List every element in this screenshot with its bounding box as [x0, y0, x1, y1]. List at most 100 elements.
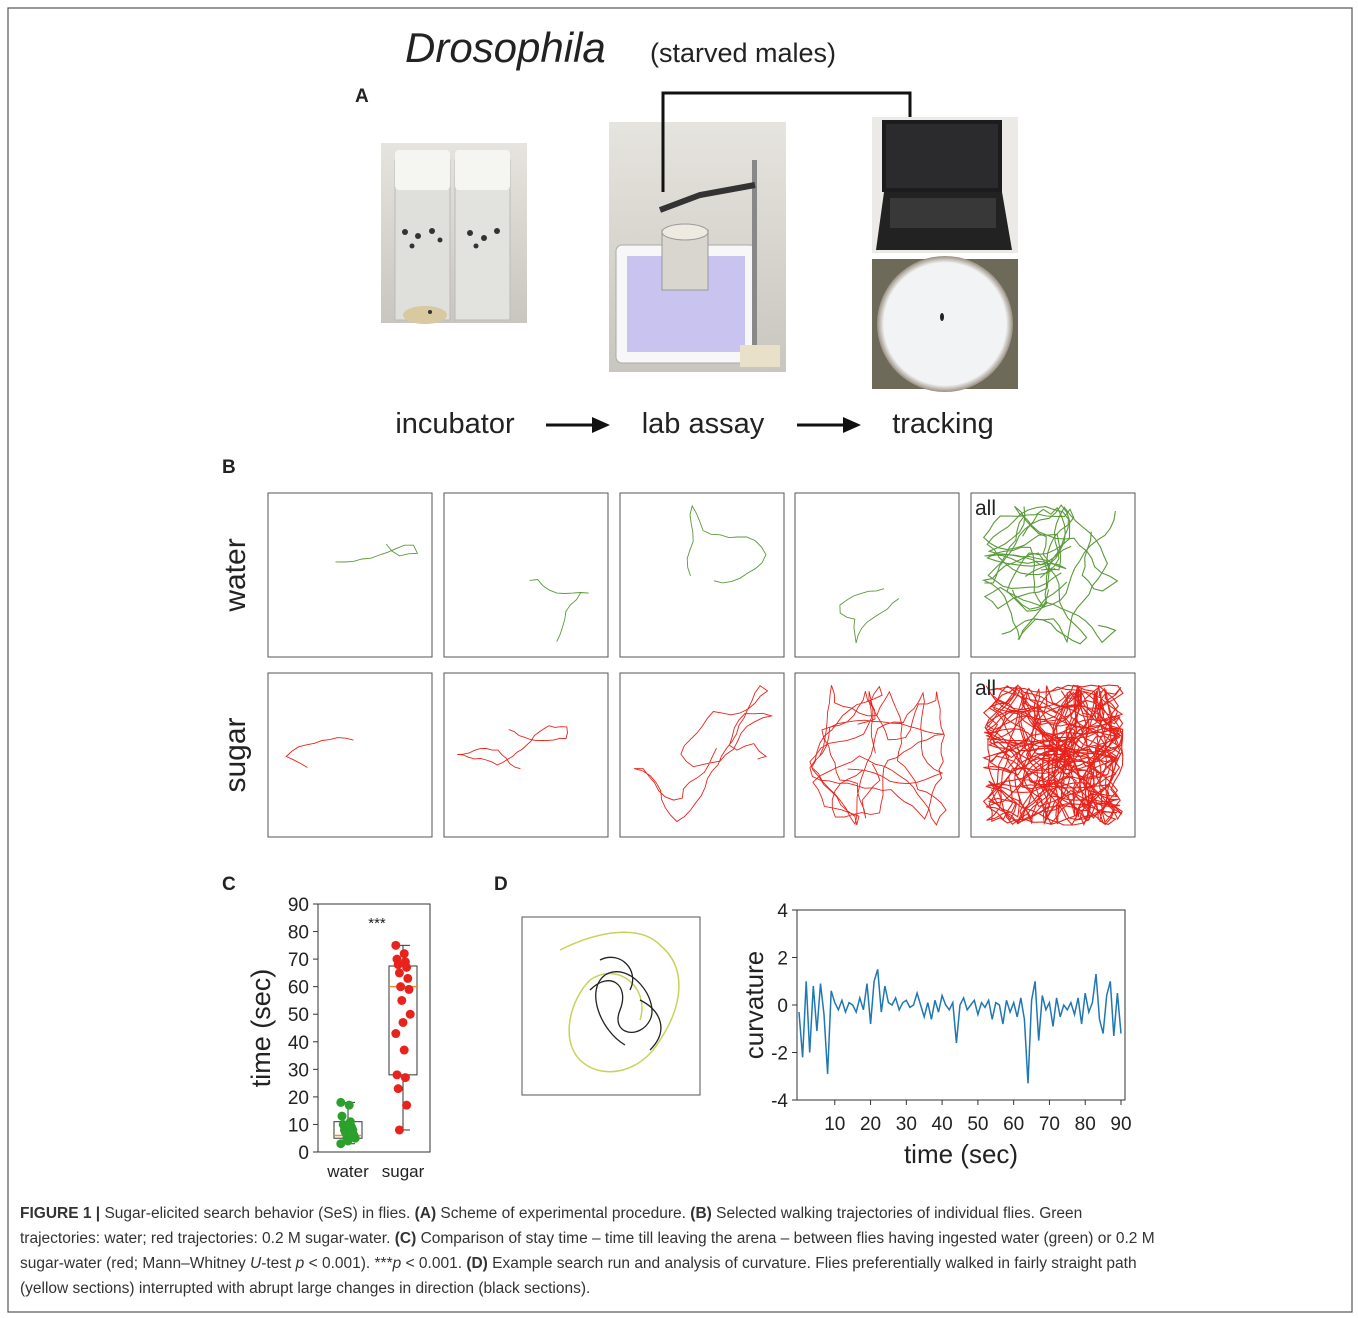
all-label: all — [975, 677, 996, 700]
data-point — [403, 974, 412, 983]
data-point — [391, 941, 400, 950]
step-label: tracking — [892, 408, 994, 440]
figure-subtitle: (starved males) — [650, 38, 836, 68]
plot-frame — [318, 904, 430, 1152]
trajectory-box — [444, 673, 608, 837]
step-label: incubator — [395, 408, 515, 440]
y-tick-label: 40 — [288, 1033, 309, 1054]
x-tick-label: water — [326, 1162, 369, 1181]
data-point — [400, 949, 409, 958]
data-point — [391, 1029, 400, 1038]
caption-run: (D) — [466, 1255, 488, 1272]
trajectory-box — [620, 493, 784, 657]
data-point — [401, 1073, 410, 1082]
data-point — [338, 1112, 347, 1121]
data-point — [406, 1010, 415, 1019]
trajectory-panel — [795, 673, 959, 837]
data-point — [400, 1046, 409, 1055]
caption-run: p — [295, 1255, 305, 1272]
row-label: sugar — [219, 717, 252, 792]
caption-line: sugar-water (red; Mann–Whitney U-test p … — [20, 1255, 1137, 1272]
y-tick-label: 4 — [777, 901, 788, 922]
x-tick-label: sugar — [382, 1162, 425, 1181]
x-tick-label: 90 — [1110, 1114, 1131, 1135]
all-label: all — [975, 497, 996, 520]
step-label: lab assay — [642, 408, 765, 440]
caption-run: Example search run and analysis of curva… — [488, 1255, 1137, 1272]
panel-label: B — [222, 457, 236, 478]
trajectory-panel — [795, 493, 959, 657]
x-tick-label: 10 — [824, 1114, 845, 1135]
y-tick-label: 20 — [288, 1088, 309, 1109]
data-point — [397, 996, 406, 1005]
caption-run: sugar-water (red; Mann–Whitney — [20, 1255, 250, 1272]
caption-line: (yellow sections) interrupted with abrup… — [20, 1280, 590, 1297]
caption-run: Selected walking trajectories of individ… — [712, 1205, 1082, 1222]
y-axis-title: curvature — [739, 951, 769, 1059]
row-label: water — [219, 538, 252, 612]
trajectory-panel — [620, 673, 784, 837]
y-tick-label: 90 — [288, 895, 309, 916]
y-tick-label: 2 — [777, 949, 788, 970]
annotation: *** — [368, 915, 386, 932]
y-tick-label: 0 — [777, 996, 788, 1017]
y-tick-label: -2 — [771, 1044, 788, 1065]
caption-run: (yellow sections) interrupted with abrup… — [20, 1280, 590, 1297]
data-point — [402, 1101, 411, 1110]
caption-run: trajectories: water; red trajectories: 0… — [20, 1230, 395, 1247]
x-tick-label: 50 — [967, 1114, 988, 1135]
trajectory-panel — [444, 673, 608, 837]
y-tick-label: 10 — [288, 1115, 309, 1136]
y-tick-label: 0 — [298, 1143, 309, 1164]
caption-run: FIGURE 1 | — [20, 1205, 100, 1222]
y-tick-label: -4 — [771, 1091, 788, 1112]
panel-label: D — [494, 874, 508, 895]
caption-run: (A) — [415, 1205, 437, 1222]
caption-run: Comparison of stay time – time till leav… — [416, 1230, 1154, 1247]
caption-run: Scheme of experimental procedure. — [436, 1205, 690, 1222]
panel-label: C — [222, 874, 236, 895]
photo-arena — [872, 256, 1018, 392]
y-tick-label: 80 — [288, 923, 309, 944]
data-point — [399, 1018, 408, 1027]
x-axis-title: time (sec) — [904, 1139, 1018, 1169]
photo-lab-assay — [609, 122, 786, 372]
figure: Drosophila (starved males) A incubator l… — [0, 0, 1358, 1318]
x-tick-label: 20 — [860, 1114, 881, 1135]
trajectory-panel — [620, 493, 784, 657]
trajectory-box — [268, 673, 432, 837]
x-tick-label: 80 — [1075, 1114, 1096, 1135]
caption-run: -test — [261, 1255, 295, 1272]
photo-incubator — [381, 143, 527, 324]
data-point — [395, 1125, 404, 1134]
data-point — [336, 1139, 345, 1148]
trajectory-panel — [444, 493, 608, 657]
data-point — [336, 1098, 345, 1107]
trajectory-box — [444, 493, 608, 657]
x-tick-label: 30 — [896, 1114, 917, 1135]
caption-run: < 0.001). *** — [304, 1255, 392, 1272]
y-tick-label: 70 — [288, 950, 309, 971]
caption-run: (C) — [395, 1230, 417, 1247]
data-point — [396, 982, 405, 991]
trajectory-box — [268, 493, 432, 657]
data-point — [402, 963, 411, 972]
panel-label: A — [355, 86, 369, 107]
y-tick-label: 60 — [288, 978, 309, 999]
data-point — [345, 1101, 354, 1110]
example-trajectory — [522, 917, 700, 1095]
caption-run: U — [250, 1255, 262, 1272]
figure-title: Drosophila — [405, 24, 606, 71]
data-point — [394, 960, 403, 969]
caption-line: FIGURE 1 | Sugar-elicited search behavio… — [20, 1205, 1082, 1222]
x-tick-label: 40 — [932, 1114, 953, 1135]
y-axis-title: time (sec) — [246, 969, 276, 1088]
caption-run: p — [392, 1255, 402, 1272]
trajectory-box — [795, 493, 959, 657]
data-point — [405, 985, 414, 994]
data-point — [393, 1070, 402, 1079]
data-point — [394, 1084, 403, 1093]
photo-laptop — [872, 117, 1018, 253]
trajectory-panel — [268, 493, 432, 657]
y-tick-label: 50 — [288, 1005, 309, 1026]
